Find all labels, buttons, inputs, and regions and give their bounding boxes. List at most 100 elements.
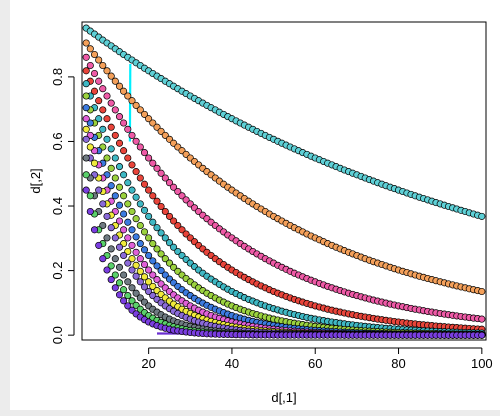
x-tick-label: 40 bbox=[225, 356, 239, 371]
data-point bbox=[124, 259, 132, 267]
data-point bbox=[153, 197, 161, 205]
data-point bbox=[99, 106, 107, 114]
data-point bbox=[111, 174, 119, 182]
data-point bbox=[153, 123, 161, 131]
y-tick-label: 0.2 bbox=[50, 262, 65, 280]
data-point bbox=[103, 115, 111, 123]
data-point bbox=[140, 273, 149, 281]
data-point bbox=[170, 217, 178, 225]
data-point bbox=[132, 101, 140, 109]
series-13 bbox=[82, 186, 486, 339]
data-point bbox=[157, 267, 165, 275]
data-point bbox=[107, 164, 115, 172]
data-point bbox=[103, 234, 111, 242]
data-point bbox=[107, 182, 115, 190]
data-point bbox=[111, 131, 119, 139]
data-point bbox=[145, 212, 153, 220]
data-point bbox=[136, 106, 144, 114]
data-point bbox=[128, 226, 136, 234]
data-point bbox=[145, 278, 153, 286]
data-point bbox=[149, 271, 157, 279]
data-point bbox=[115, 201, 124, 209]
data-point bbox=[478, 331, 486, 339]
data-point bbox=[128, 241, 136, 249]
data-point bbox=[161, 207, 169, 216]
data-point bbox=[157, 229, 165, 237]
data-point bbox=[99, 85, 107, 93]
data-point bbox=[111, 192, 119, 200]
data-point bbox=[132, 272, 140, 280]
y-tick-label: 0.4 bbox=[50, 197, 65, 215]
data-point bbox=[95, 77, 103, 85]
data-point bbox=[145, 287, 153, 296]
data-point bbox=[174, 221, 182, 230]
data-point bbox=[111, 106, 119, 114]
data-point bbox=[140, 260, 149, 269]
data-point bbox=[90, 69, 99, 78]
data-point bbox=[153, 224, 161, 232]
data-point bbox=[82, 115, 90, 123]
data-point bbox=[90, 87, 99, 95]
data-point bbox=[178, 226, 186, 234]
data-point bbox=[165, 259, 174, 267]
data-point bbox=[161, 255, 169, 263]
data-point bbox=[115, 113, 124, 121]
data-point bbox=[128, 161, 136, 169]
data-point bbox=[140, 228, 149, 236]
data-point bbox=[128, 297, 136, 305]
data-point bbox=[145, 154, 153, 162]
data-point bbox=[90, 159, 99, 167]
data-point bbox=[120, 271, 128, 279]
data-point bbox=[161, 174, 169, 182]
data-point bbox=[136, 294, 144, 302]
data-point bbox=[82, 104, 90, 112]
data-point bbox=[111, 255, 119, 263]
data-point bbox=[86, 143, 94, 151]
data-point bbox=[120, 286, 128, 294]
data-point bbox=[115, 279, 124, 287]
data-point bbox=[153, 262, 161, 270]
data-point bbox=[115, 243, 124, 251]
data-point bbox=[132, 193, 140, 201]
data-point bbox=[124, 200, 132, 208]
data-point bbox=[132, 248, 140, 256]
data-point bbox=[86, 119, 94, 127]
data-point bbox=[124, 125, 132, 133]
data-point bbox=[115, 291, 124, 299]
data-point bbox=[120, 147, 128, 155]
window-bottom-border bbox=[0, 410, 500, 416]
data-point bbox=[124, 278, 132, 286]
data-point bbox=[90, 50, 99, 59]
data-point bbox=[111, 234, 119, 242]
data-point bbox=[115, 139, 124, 147]
data-point bbox=[124, 154, 132, 162]
data-point bbox=[103, 212, 111, 220]
data-point bbox=[136, 200, 144, 208]
data-point bbox=[82, 154, 90, 162]
data-point bbox=[86, 61, 94, 70]
data-point bbox=[120, 119, 128, 127]
data-point bbox=[165, 179, 174, 187]
data-point bbox=[120, 210, 128, 218]
data-point bbox=[161, 234, 169, 242]
data-point bbox=[153, 164, 161, 172]
data-point bbox=[82, 67, 90, 75]
data-point bbox=[82, 92, 90, 100]
data-point bbox=[95, 115, 103, 123]
data-point bbox=[124, 234, 132, 242]
data-point bbox=[149, 218, 157, 226]
data-point bbox=[165, 239, 174, 247]
data-point bbox=[86, 192, 94, 200]
data-point bbox=[82, 80, 90, 88]
data-point bbox=[136, 278, 144, 286]
data-point bbox=[95, 241, 103, 249]
data-point bbox=[120, 251, 128, 260]
data-point bbox=[128, 266, 136, 274]
data-point bbox=[82, 186, 90, 194]
data-point bbox=[140, 149, 149, 157]
data-point bbox=[99, 200, 107, 208]
data-point bbox=[157, 202, 165, 211]
data-point bbox=[157, 250, 165, 258]
data-point bbox=[136, 174, 144, 182]
